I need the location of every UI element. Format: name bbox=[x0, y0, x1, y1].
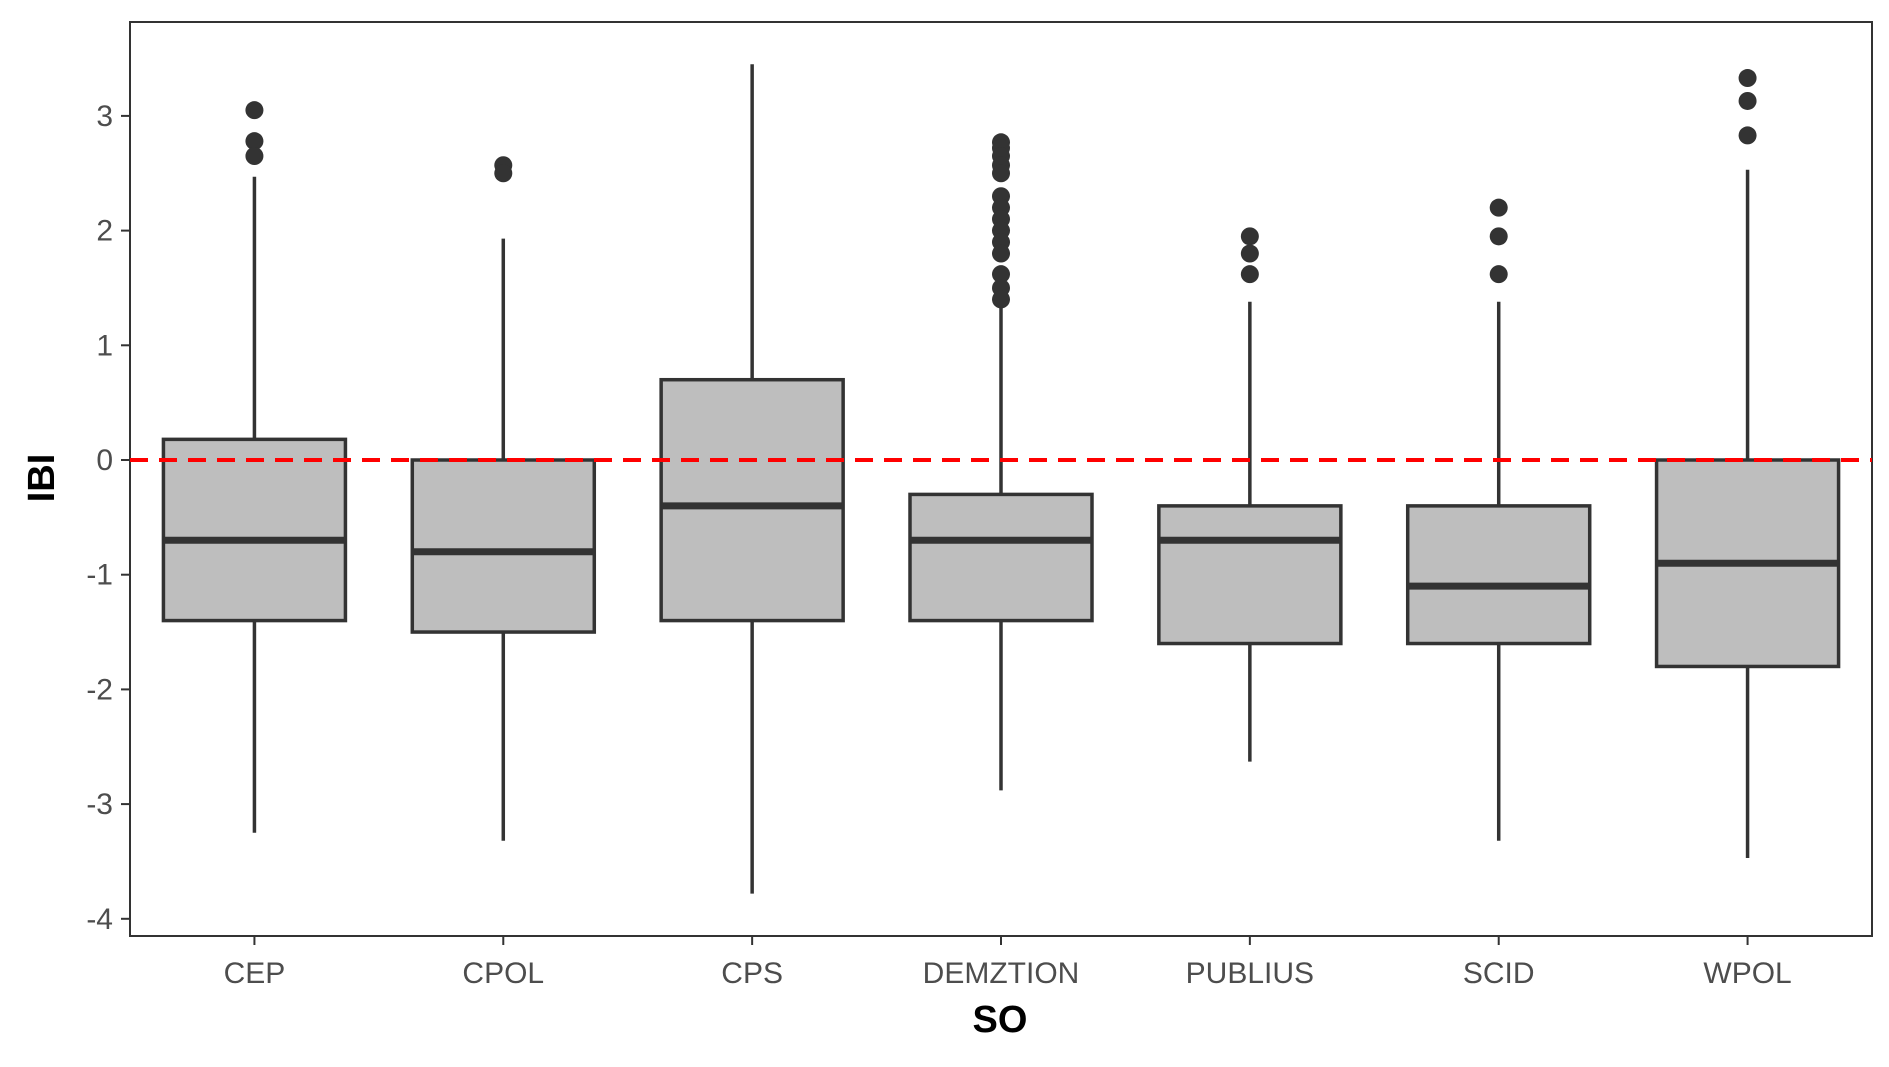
outlier-point bbox=[1240, 244, 1259, 263]
x-tick-label: SCID bbox=[1463, 957, 1535, 990]
x-tick-label: CEP bbox=[224, 957, 286, 990]
box-group-scid bbox=[1405, 198, 1592, 841]
outlier-point bbox=[1489, 198, 1508, 217]
box-group-cep bbox=[161, 101, 348, 833]
box bbox=[161, 437, 348, 623]
axis-layer: 3 2 1 0 -1 -2 -3 -4 CEP CPOL CPS DEMZTION PUBLIUS SCI… bbox=[86, 100, 1791, 990]
y-tick-label: 3 bbox=[96, 100, 113, 133]
outlier-point bbox=[992, 265, 1010, 284]
outlier-point bbox=[245, 132, 264, 151]
outlier-point bbox=[992, 164, 1010, 183]
box bbox=[1405, 504, 1592, 646]
y-tick-label: 0 bbox=[96, 444, 113, 477]
outlier-point bbox=[1489, 227, 1508, 246]
plot-layer bbox=[129, 21, 1873, 937]
outlier-point bbox=[1738, 91, 1757, 110]
x-tick-label: CPOL bbox=[462, 957, 544, 990]
box bbox=[659, 377, 845, 623]
outlier-point bbox=[1489, 265, 1508, 284]
outlier-point bbox=[1240, 265, 1259, 284]
y-axis-title: IBI bbox=[21, 454, 63, 503]
y-tick-label: -3 bbox=[86, 788, 113, 821]
y-tick-label: 2 bbox=[96, 215, 113, 248]
outlier-point bbox=[1240, 227, 1259, 246]
outlier-point bbox=[245, 147, 264, 166]
y-tick-label: 1 bbox=[96, 329, 113, 362]
outlier-point bbox=[494, 164, 513, 183]
x-tick-label: WPOL bbox=[1703, 957, 1791, 990]
box-group-publius bbox=[1157, 227, 1343, 762]
x-tick-label: CPS bbox=[721, 957, 783, 990]
box bbox=[410, 458, 597, 634]
box bbox=[1157, 504, 1343, 646]
box-group-cpol bbox=[410, 156, 597, 841]
y-tick-label: -1 bbox=[86, 559, 113, 592]
box-group-wpol bbox=[1654, 69, 1841, 859]
x-tick-label: PUBLIUS bbox=[1186, 957, 1314, 990]
box-group-cps bbox=[659, 64, 845, 894]
box bbox=[908, 492, 1094, 623]
outlier-point bbox=[1738, 126, 1757, 145]
x-tick-label: DEMZTION bbox=[923, 957, 1080, 990]
y-tick-label: -4 bbox=[86, 903, 113, 936]
outlier-point bbox=[992, 244, 1010, 263]
outlier-point bbox=[992, 290, 1010, 309]
outlier-point bbox=[245, 101, 264, 120]
y-tick-label: -2 bbox=[86, 673, 113, 706]
x-axis-title: SO bbox=[973, 999, 1028, 1041]
outlier-point bbox=[1738, 69, 1757, 88]
box-group-demztion bbox=[908, 133, 1094, 791]
